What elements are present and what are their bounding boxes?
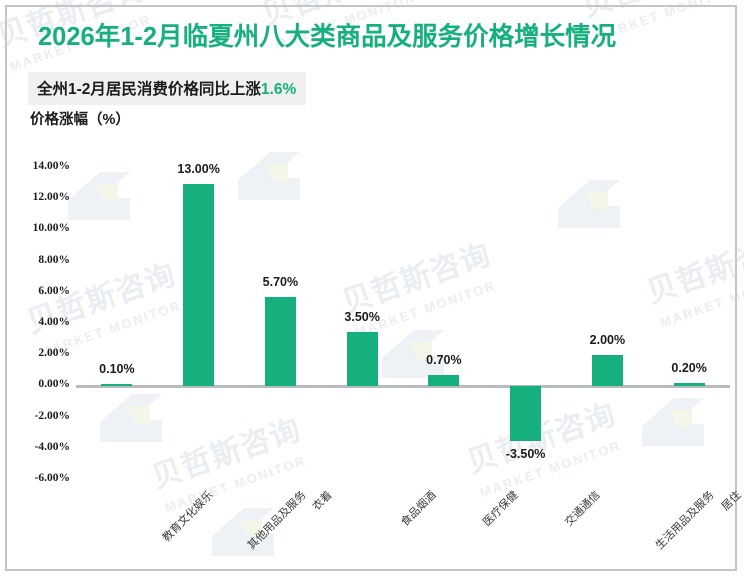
y-axis-tick-label: 14.00% (32, 160, 70, 172)
bar-value-label: 5.70% (262, 275, 299, 290)
bar[interactable] (510, 386, 542, 441)
bar-value-label: 0.70% (426, 353, 462, 368)
y-axis-tick-label: 8.00% (38, 253, 70, 266)
x-axis-tick-label: 衣着 (310, 489, 335, 514)
y-axis-tick-label: -2.00% (34, 409, 70, 422)
y-axis-tick-label: -4.00% (34, 440, 70, 453)
bar-value-label: 0.20% (671, 361, 707, 376)
bar-value-label: -3.50% (505, 447, 546, 461)
y-axis-tick-label: 10.00% (32, 222, 70, 235)
bar[interactable] (591, 355, 623, 387)
x-axis-tick-label: 医疗保健 (480, 489, 521, 529)
page-title: 2026年1-2月临夏州八大类商品及服务价格增长情况 (38, 23, 617, 51)
subtitle-text: 全州1-2月居民消费价格同比上涨 (37, 81, 261, 98)
x-axis-tick-label: 教育文化娱乐 (160, 489, 216, 545)
y-axis-tick-label: 0.00% (38, 378, 70, 391)
y-axis-tick-label: -6.00% (34, 472, 70, 484)
x-axis-tick-label: 其他用品及服务 (245, 489, 309, 553)
bar[interactable] (346, 331, 378, 387)
bar-value-label: 2.00% (589, 333, 626, 348)
x-axis-tick-label: 居住 (719, 489, 744, 514)
y-axis-tick-label: 12.00% (32, 191, 70, 204)
bar[interactable] (673, 383, 705, 387)
zero-baseline (76, 385, 730, 389)
bar-value-label: 0.10% (99, 361, 135, 376)
bar[interactable] (183, 183, 215, 387)
bar-value-label: 13.00% (177, 161, 220, 176)
x-axis-tick-label: 交通通信 (562, 489, 603, 529)
bar[interactable] (264, 297, 296, 387)
content-frame (5, 5, 737, 571)
subtitle-banner: 全州1-2月居民消费价格同比上涨1.6% (28, 72, 307, 105)
bar-value-label: 3.50% (344, 309, 380, 324)
bar[interactable] (101, 383, 133, 387)
bar[interactable] (428, 375, 460, 387)
subtitle-value: 1.6% (260, 81, 297, 98)
y-axis-tick-label: 6.00% (38, 284, 70, 297)
y-axis-tick-label: 2.00% (38, 347, 70, 360)
y-axis-caption: 价格涨幅（%） (30, 112, 130, 128)
x-axis-tick-label: 食品烟酒 (399, 489, 439, 529)
y-axis-tick-label: 4.00% (38, 316, 70, 328)
x-axis-tick-label: 生活用品及服务 (654, 489, 717, 553)
